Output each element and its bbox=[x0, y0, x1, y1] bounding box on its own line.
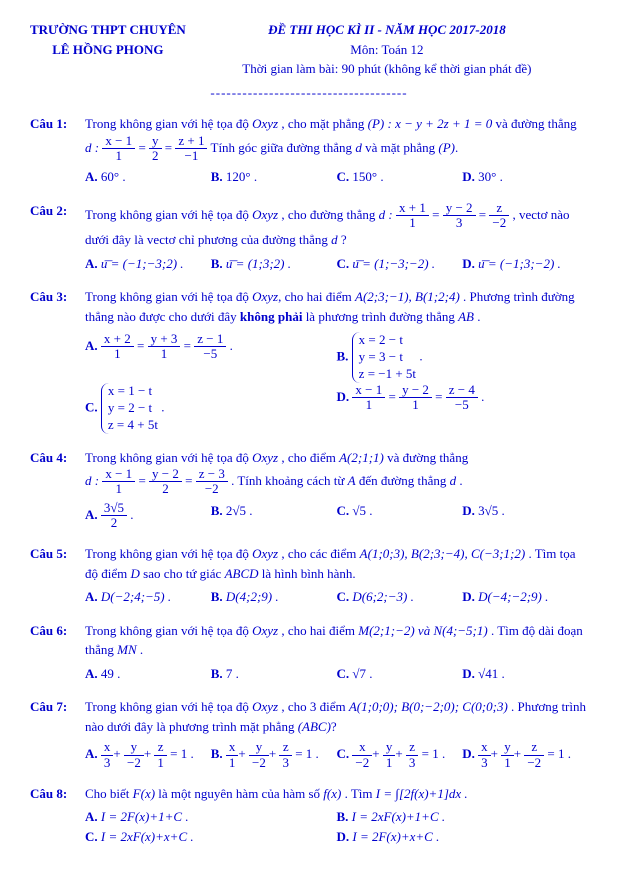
q6-opt-d: D. √41 . bbox=[462, 664, 588, 684]
q5-label: Câu 5: bbox=[30, 544, 85, 607]
q7-opt-a: A. x3+ y−2+ z1 = 1 . bbox=[85, 740, 211, 770]
q4-opt-b: B. 2√5 . bbox=[211, 501, 337, 531]
duration: Thời gian làm bài: 90 phút (không kể thờ… bbox=[186, 59, 588, 79]
q3-opt-b: B. x = 2 − ty = 3 − tz = −1 + 5t . bbox=[337, 332, 589, 383]
q8-body: Cho biết F(x) là một nguyên hàm của hàm … bbox=[85, 784, 588, 847]
question-5: Câu 5: Trong không gian với hệ tọa độ Ox… bbox=[30, 544, 588, 607]
q1-body: Trong không gian với hệ tọa độ Oxyz , ch… bbox=[85, 114, 588, 187]
q3-opt-d: D. x − 11 = y − 21 = z − 4−5 . bbox=[337, 383, 589, 434]
q8-opt-a: A. I = 2F(x)+1+C . bbox=[85, 807, 337, 827]
q8-label: Câu 8: bbox=[30, 784, 85, 847]
question-1: Câu 1: Trong không gian với hệ tọa độ Ox… bbox=[30, 114, 588, 187]
q6-body: Trong không gian với hệ tọa độ Oxyz , ch… bbox=[85, 621, 588, 684]
q7-opt-b: B. x1+ y−2+ z3 = 1 . bbox=[211, 740, 337, 770]
q5-opt-b: B. D(4;2;9) . bbox=[211, 587, 337, 607]
q4-body: Trong không gian với hệ tọa độ Oxyz , ch… bbox=[85, 448, 588, 531]
question-6: Câu 6: Trong không gian với hệ tọa độ Ox… bbox=[30, 621, 588, 684]
q3-opt-c: C. x = 1 − ty = 2 − tz = 4 + 5t . bbox=[85, 383, 337, 434]
q1-opt-d: D. 30° . bbox=[462, 167, 588, 187]
q4-opt-d: D. 3√5 . bbox=[462, 501, 588, 531]
q6-label: Câu 6: bbox=[30, 621, 85, 684]
q6-opt-b: B. 7 . bbox=[211, 664, 337, 684]
q2-opt-a: A. u͞ = (−1;−3;2) . bbox=[85, 254, 211, 274]
q6-opt-c: C. √7 . bbox=[337, 664, 463, 684]
q5-body: Trong không gian với hệ tọa độ Oxyz , ch… bbox=[85, 544, 588, 607]
q8-opt-d: D. I = 2F(x)+x+C . bbox=[337, 827, 589, 847]
q2-label: Câu 2: bbox=[30, 201, 85, 274]
q7-opt-c: C. x−2+ y1+ z3 = 1 . bbox=[337, 740, 463, 770]
exam-title: ĐỀ THI HỌC KÌ II - NĂM HỌC 2017-2018 bbox=[186, 20, 588, 40]
question-2: Câu 2: Trong không gian với hệ tọa độ Ox… bbox=[30, 201, 588, 274]
question-3: Câu 3: Trong không gian với hệ tọa độ Ox… bbox=[30, 287, 588, 433]
q1-opt-b: B. 120° . bbox=[211, 167, 337, 187]
q5-opt-c: C. D(6;2;−3) . bbox=[337, 587, 463, 607]
question-8: Câu 8: Cho biết F(x) là một nguyên hàm c… bbox=[30, 784, 588, 847]
school-line1: TRƯỜNG THPT CHUYÊN bbox=[30, 20, 186, 40]
q7-opt-d: D. x3+ y1+ z−2 = 1 . bbox=[462, 740, 588, 770]
q7-label: Câu 7: bbox=[30, 697, 85, 770]
q8-opt-c: C. I = 2xF(x)+x+C . bbox=[85, 827, 337, 847]
separator-dots: ------------------------------------- bbox=[30, 83, 588, 103]
q7-body: Trong không gian với hệ tọa độ Oxyz , ch… bbox=[85, 697, 588, 770]
q2-opt-c: C. u͞ = (1;−3;−2) . bbox=[337, 254, 463, 274]
question-7: Câu 7: Trong không gian với hệ tọa độ Ox… bbox=[30, 697, 588, 770]
header: TRƯỜNG THPT CHUYÊN LÊ HỒNG PHONG ĐỀ THI … bbox=[30, 20, 588, 79]
q4-opt-a: A. 3√52 . bbox=[85, 501, 211, 531]
q4-opt-c: C. √5 . bbox=[337, 501, 463, 531]
q5-opt-a: A. D(−2;4;−5) . bbox=[85, 587, 211, 607]
school-block: TRƯỜNG THPT CHUYÊN LÊ HỒNG PHONG bbox=[30, 20, 186, 79]
school-line2: LÊ HỒNG PHONG bbox=[30, 40, 186, 60]
q2-body: Trong không gian với hệ tọa độ Oxyz , ch… bbox=[85, 201, 588, 274]
title-block: ĐỀ THI HỌC KÌ II - NĂM HỌC 2017-2018 Môn… bbox=[186, 20, 588, 79]
subject: Môn: Toán 12 bbox=[186, 40, 588, 60]
q1-label: Câu 1: bbox=[30, 114, 85, 187]
q1-opt-c: C. 150° . bbox=[337, 167, 463, 187]
q3-body: Trong không gian với hệ tọa độ Oxyz, cho… bbox=[85, 287, 588, 433]
q8-opt-b: B. I = 2xF(x)+1+C . bbox=[337, 807, 589, 827]
question-4: Câu 4: Trong không gian với hệ tọa độ Ox… bbox=[30, 448, 588, 531]
q3-opt-a: A. x + 21 = y + 31 = z − 1−5 . bbox=[85, 332, 337, 383]
q5-opt-d: D. D(−4;−2;9) . bbox=[462, 587, 588, 607]
q2-opt-d: D. u͞ = (−1;3;−2) . bbox=[462, 254, 588, 274]
q1-opt-a: A. 60° . bbox=[85, 167, 211, 187]
q4-label: Câu 4: bbox=[30, 448, 85, 531]
q3-label: Câu 3: bbox=[30, 287, 85, 433]
q6-opt-a: A. 49 . bbox=[85, 664, 211, 684]
q2-opt-b: B. u͞ = (1;3;2) . bbox=[211, 254, 337, 274]
